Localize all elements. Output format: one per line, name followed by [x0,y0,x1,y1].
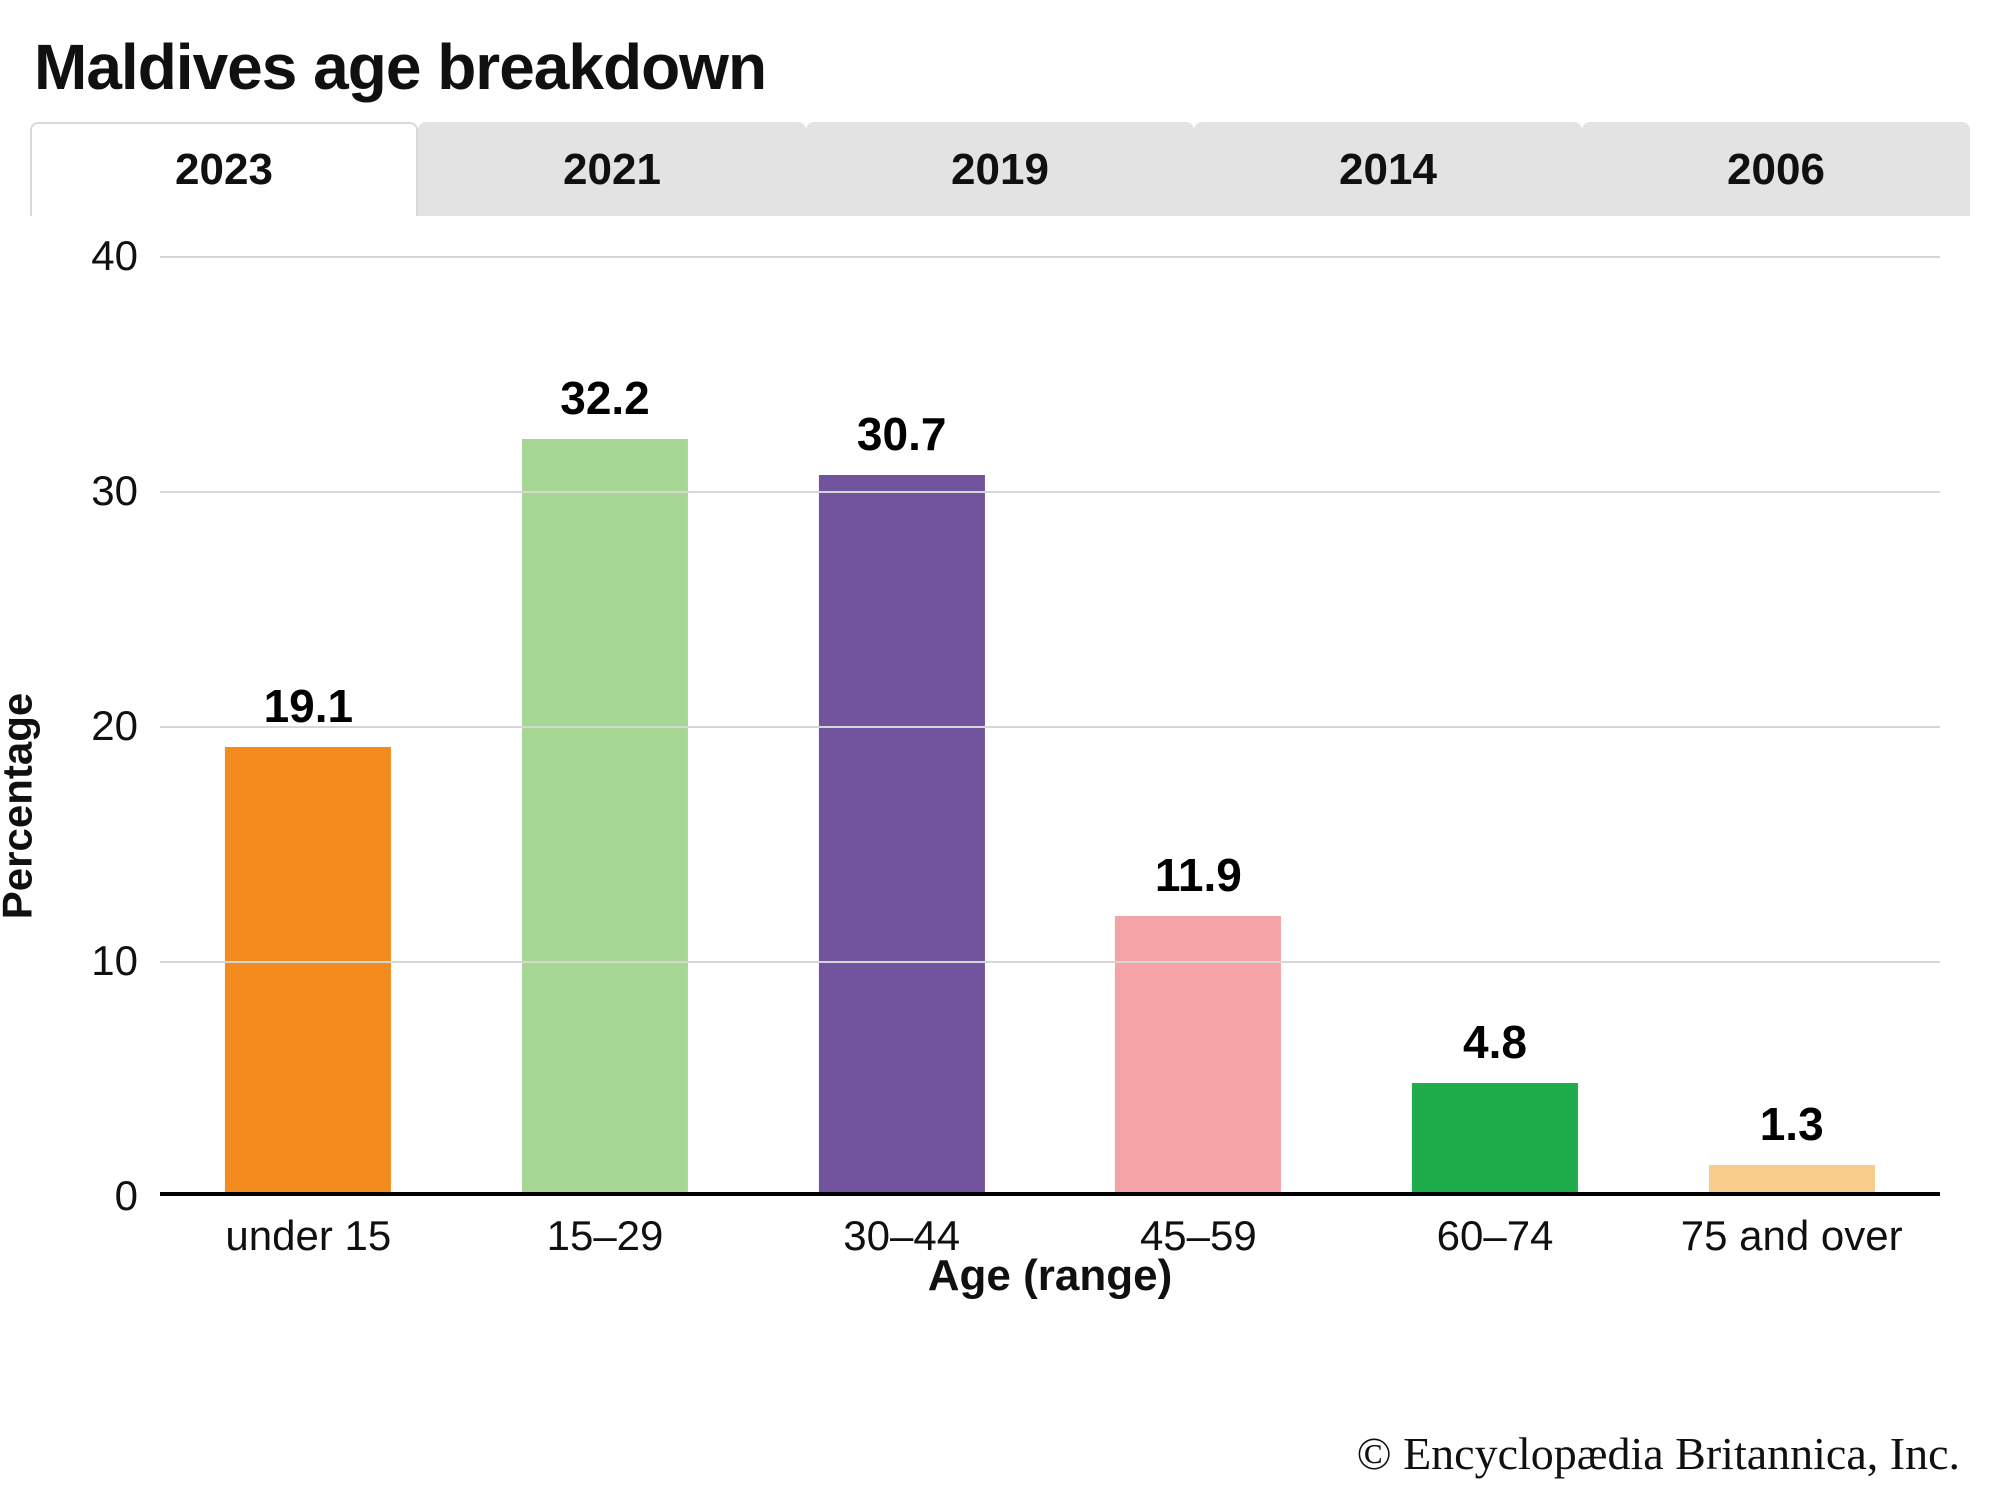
gridline [160,961,1940,963]
x-axis-title: Age (range) [928,1251,1172,1301]
page-title: Maldives age breakdown [34,30,1970,104]
copyright-text: © Encyclopædia Britannica, Inc. [1357,1427,1960,1480]
y-tick-label: 0 [115,1172,160,1220]
year-tabs: 20232021201920142006 [30,122,1970,216]
x-tick-label: under 15 [225,1212,391,1260]
bar-value-label: 4.8 [1463,1015,1527,1069]
bar [522,439,688,1196]
tab-year-2023[interactable]: 2023 [30,122,418,216]
bar [1412,1083,1578,1196]
y-tick-label: 40 [91,232,160,280]
tab-year-2019[interactable]: 2019 [806,122,1194,216]
bar-value-label: 11.9 [1155,848,1242,902]
y-tick-label: 10 [91,937,160,985]
y-axis-title: Percentage [0,580,41,806]
tab-year-2021[interactable]: 2021 [418,122,806,216]
y-tick-label: 30 [91,467,160,515]
y-tick-label: 20 [91,702,160,750]
bar-value-label: 32.2 [560,371,650,425]
chart-card: Maldives age breakdown 20232021201920142… [0,0,2000,1500]
gridline [160,491,1940,493]
bar-value-label: 1.3 [1760,1097,1824,1151]
chart-area: Percentage 19.1under 1532.215–2930.730–4… [30,216,1970,1396]
x-tick-label: 75 and over [1681,1212,1903,1260]
tab-year-2006[interactable]: 2006 [1582,122,1970,216]
bar [225,747,391,1196]
x-axis-line [160,1192,1940,1196]
bar-value-label: 30.7 [857,407,947,461]
x-tick-label: 60–74 [1437,1212,1554,1260]
plot-area: 19.1under 1532.215–2930.730–4411.945–594… [160,256,1940,1196]
gridline [160,256,1940,258]
x-tick-label: 15–29 [547,1212,664,1260]
bar [1115,916,1281,1196]
gridline [160,726,1940,728]
bar [819,475,985,1196]
tab-year-2014[interactable]: 2014 [1194,122,1582,216]
